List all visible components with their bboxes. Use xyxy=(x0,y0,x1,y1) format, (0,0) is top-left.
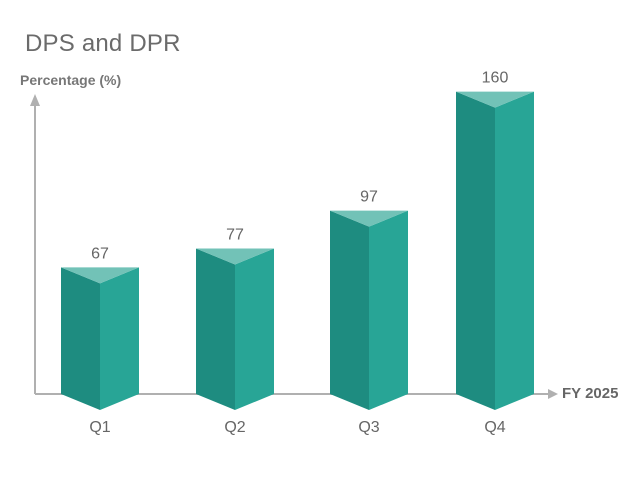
bar-left-face xyxy=(61,267,100,410)
x-tick-label: Q1 xyxy=(89,419,110,436)
bar-left-face xyxy=(456,91,495,410)
bar-top-face xyxy=(330,210,408,227)
value-label: 67 xyxy=(91,245,109,262)
bar-top-face xyxy=(61,267,139,284)
chart-title: DPS and DPR xyxy=(25,30,181,57)
value-label: 160 xyxy=(482,70,509,87)
bar-q2 xyxy=(196,248,274,410)
x-axis-arrow xyxy=(548,389,558,399)
bar-q1 xyxy=(61,267,139,410)
bar-left-face xyxy=(196,248,235,410)
value-label: 77 xyxy=(226,226,244,243)
bar-q4 xyxy=(456,91,534,410)
x-axis-label: FY 2025 xyxy=(562,385,619,402)
x-tick-label: Q3 xyxy=(358,419,379,436)
y-axis-label: Percentage (%) xyxy=(20,72,122,88)
bar-top-face xyxy=(196,248,274,265)
bar-top-face xyxy=(456,91,534,108)
x-tick-label: Q4 xyxy=(484,419,505,436)
x-tick-label: Q2 xyxy=(224,419,245,436)
y-axis-arrow xyxy=(30,94,40,106)
bar-q3 xyxy=(330,210,408,410)
bar-right-face xyxy=(235,248,274,410)
bar-left-face xyxy=(330,210,369,410)
bar-right-face xyxy=(495,91,534,410)
bar-right-face xyxy=(369,210,408,410)
bars-layer: 67 Q1 77 Q2 97 Q3 160 Q4 xyxy=(61,70,534,436)
bar-right-face xyxy=(100,267,139,410)
value-label: 97 xyxy=(360,189,378,206)
